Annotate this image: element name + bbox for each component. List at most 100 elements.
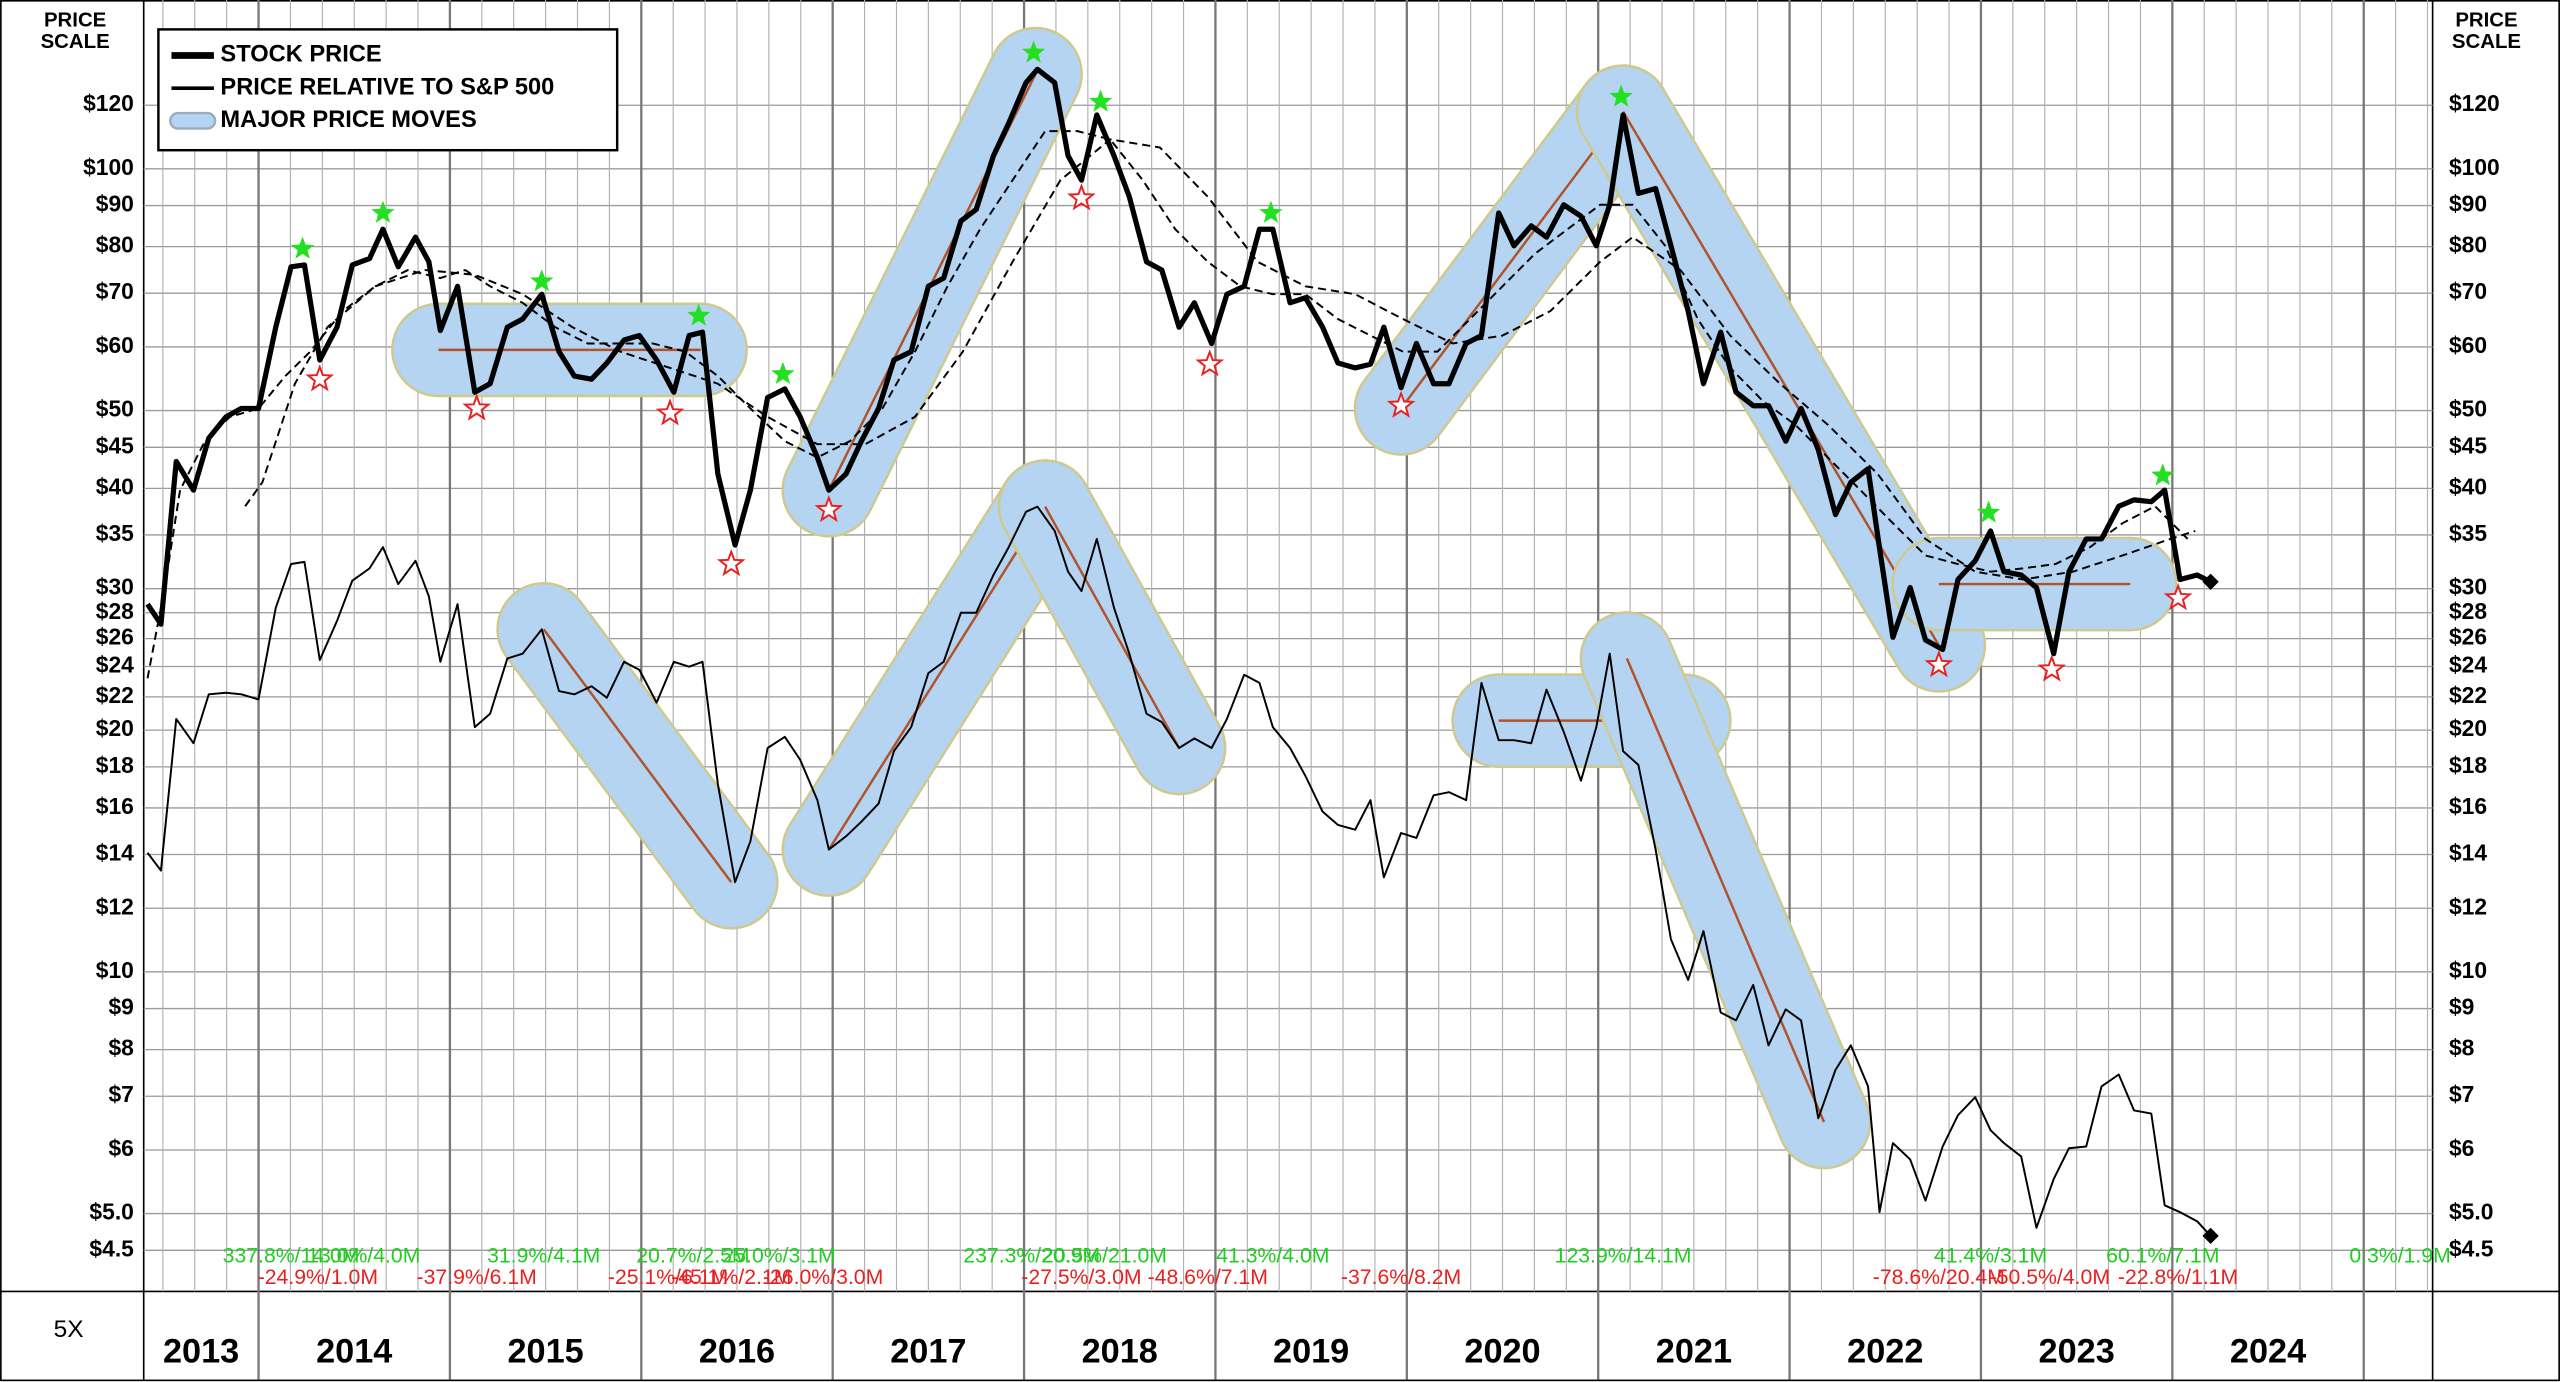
y-tick-label: $9 [108, 994, 133, 1020]
y2-tick-label: $9 [2449, 994, 2474, 1020]
high-star [1259, 200, 1283, 223]
y2-tick-label: $26 [2449, 624, 2487, 650]
y2-axis-label: SCALE [2452, 31, 2521, 53]
y2-tick-label: $80 [2449, 232, 2487, 258]
low-star [1067, 183, 1096, 211]
high-star [1609, 84, 1633, 107]
y-tick-label: $12 [96, 893, 134, 919]
move-annotation: 13.0%/4.0M [307, 1245, 420, 1268]
y-tick-label: $8 [108, 1035, 133, 1061]
move-line [1625, 657, 1826, 1123]
y-tick-label: $40 [96, 473, 134, 499]
high-star [290, 236, 315, 259]
move-line [827, 505, 1047, 851]
y2-tick-label: $12 [2449, 893, 2487, 919]
low-star [716, 548, 746, 577]
x-tick-label: 2020 [1464, 1332, 1540, 1370]
y-tick-label: $7 [108, 1081, 133, 1107]
y2-tick-label: $60 [2449, 332, 2487, 358]
high-star [371, 200, 395, 223]
y-tick-label: $14 [96, 840, 134, 866]
low-star [462, 393, 492, 421]
x-tick-label: 2022 [1847, 1332, 1923, 1370]
y2-tick-label: $50 [2449, 396, 2487, 422]
move-annotation: -50.5%/4.0M [1990, 1266, 2110, 1289]
move-line [1400, 110, 1625, 410]
y2-tick-label: $16 [2449, 793, 2487, 819]
x-tick-label: 2018 [1082, 1332, 1158, 1370]
move-line [1622, 111, 1940, 646]
move-annotation: -27.5%/3.0M [1021, 1266, 1141, 1289]
x-tick-label: 2019 [1273, 1332, 1349, 1370]
legend-label: STOCK PRICE [220, 42, 381, 68]
y-tick-label: $5.0 [89, 1199, 133, 1225]
low-star [2163, 583, 2193, 611]
y2-tick-label: $5.0 [2449, 1199, 2493, 1225]
y-tick-label: $10 [96, 957, 134, 983]
legend-label: MAJOR PRICE MOVES [220, 107, 476, 133]
y-tick-label: $16 [96, 793, 134, 819]
last-point-marker [2202, 573, 2219, 590]
y-tick-label: $30 [96, 574, 134, 600]
move-annotation: 25.0%/3.1M [722, 1245, 835, 1268]
move-annotation: -37.9%/6.1M [417, 1266, 537, 1289]
move-line [542, 628, 733, 883]
x-tick-label: 2016 [699, 1332, 775, 1370]
y-tick-label: $120 [83, 90, 134, 116]
x-tick-label: 2021 [1656, 1332, 1732, 1370]
y-axis-label: PRICE [44, 10, 106, 32]
x-tick-label: 2023 [2039, 1332, 2115, 1370]
legend-box [157, 28, 619, 152]
y2-tick-label: $35 [2449, 520, 2487, 546]
move-annotation: 60.1%/7.1M [2106, 1245, 2219, 1268]
y-tick-label: $60 [96, 332, 134, 358]
last-point-marker [2202, 1227, 2219, 1245]
move-annotation: 41.3%/4.0M [1216, 1245, 1329, 1268]
y-tick-label: $35 [96, 520, 134, 546]
low-star [655, 398, 685, 426]
y2-tick-label: $4.5 [2449, 1235, 2494, 1261]
high-star [1021, 40, 1046, 63]
move-annotation: 20.5%/21.0M [1042, 1245, 1167, 1268]
low-star [1386, 390, 1416, 418]
low-star [1924, 650, 1954, 678]
high-star [687, 303, 711, 326]
y-tick-label: $80 [96, 232, 134, 258]
y2-tick-label: $14 [2449, 840, 2487, 866]
x-tick-label: 2013 [163, 1332, 239, 1370]
y2-tick-label: $30 [2449, 574, 2487, 600]
move-annotation: 31.9%/4.1M [487, 1245, 600, 1268]
scale-note: 5X [54, 1316, 84, 1343]
y2-tick-label: $20 [2449, 715, 2487, 741]
move-annotation: -37.6%/8.2M [1341, 1266, 1461, 1289]
y2-tick-label: $70 [2449, 278, 2487, 304]
high-star [530, 269, 554, 292]
low-star [1195, 349, 1224, 377]
low-star [2037, 654, 2067, 682]
y-tick-label: $70 [96, 278, 134, 304]
y2-tick-label: $90 [2449, 191, 2487, 217]
move-annotation: -26.0%/3.0M [763, 1266, 883, 1289]
x-tick-label: 2017 [890, 1332, 966, 1370]
series-line [145, 66, 2212, 657]
y2-tick-label: $10 [2449, 957, 2487, 983]
move-annotation: -48.6%/7.1M [1148, 1266, 1268, 1289]
low-star [814, 494, 844, 523]
move-annotation: -25.1%/6.1M [608, 1266, 728, 1289]
y-tick-label: $45 [96, 432, 134, 458]
y2-axis-label: PRICE [2455, 10, 2517, 32]
y2-tick-label: $22 [2449, 682, 2487, 708]
move-annotation: 337.8%/14.0M [223, 1245, 360, 1268]
y2-tick-label: $100 [2449, 154, 2500, 180]
high-star [1976, 500, 2001, 523]
y-tick-label: $22 [96, 682, 134, 708]
y2-tick-label: $40 [2449, 473, 2487, 499]
y-tick-label: $50 [96, 396, 134, 422]
move-annotation: 41.4%/3.1M [1934, 1245, 2047, 1268]
move-annotation: 0.3%/1.9M [2349, 1245, 2450, 1268]
y-tick-label: $28 [96, 598, 134, 624]
move-line [1044, 506, 1181, 749]
high-star [771, 361, 795, 385]
